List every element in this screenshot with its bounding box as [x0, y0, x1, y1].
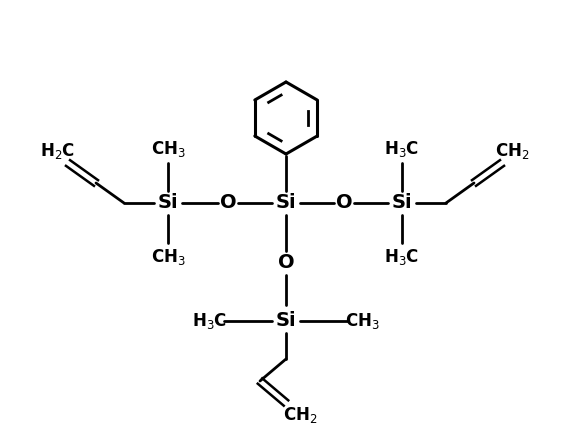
Text: Si: Si — [276, 311, 296, 330]
Text: CH$_3$: CH$_3$ — [345, 311, 379, 331]
Text: O: O — [220, 194, 236, 213]
Text: H$_2$C: H$_2$C — [40, 141, 76, 161]
Text: CH$_2$: CH$_2$ — [495, 141, 529, 161]
Text: H$_3$C: H$_3$C — [384, 139, 420, 159]
Text: H$_3$C: H$_3$C — [192, 311, 228, 331]
Text: Si: Si — [158, 194, 178, 213]
Text: Si: Si — [276, 194, 296, 213]
Text: CH$_3$: CH$_3$ — [151, 247, 185, 267]
Text: Si: Si — [392, 194, 413, 213]
Text: O: O — [336, 194, 352, 213]
Text: CH$_2$: CH$_2$ — [283, 405, 318, 425]
Text: O: O — [278, 253, 294, 272]
Text: H$_3$C: H$_3$C — [384, 247, 420, 267]
Text: CH$_3$: CH$_3$ — [151, 139, 185, 159]
